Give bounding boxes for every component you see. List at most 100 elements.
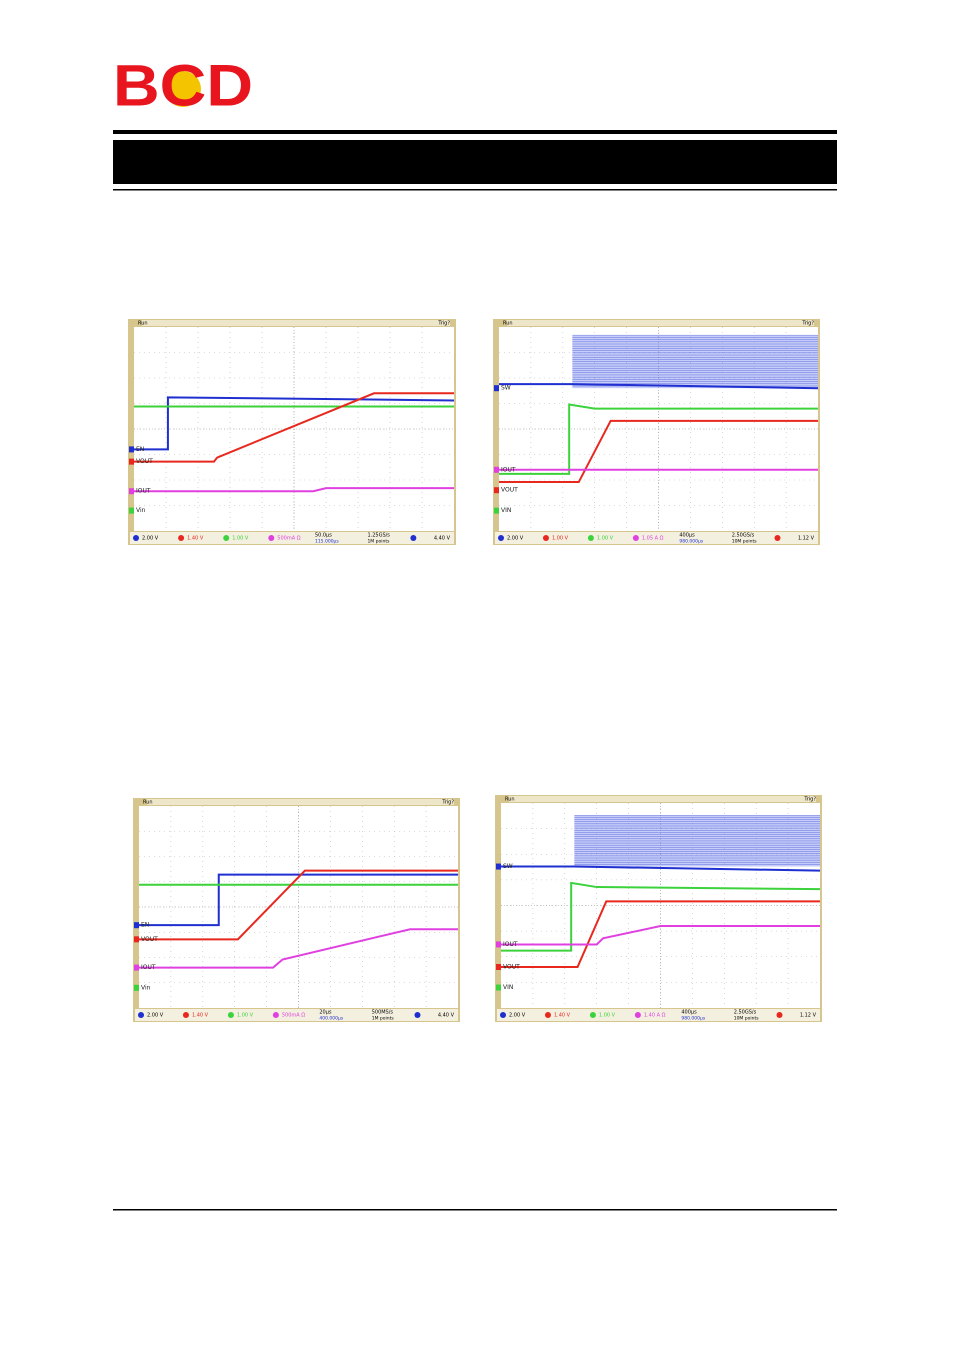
- channel-badge: [500, 1012, 506, 1018]
- waveform: [501, 881, 821, 952]
- delay: 980.000µs: [681, 1016, 705, 1022]
- channel-badge: [272, 1012, 279, 1018]
- channel-badge: [133, 535, 139, 541]
- waveform: [499, 403, 818, 475]
- record-length: 10M points: [732, 539, 758, 545]
- channel-setting: 500mA Ω: [277, 536, 300, 542]
- channel-badge: [544, 1012, 551, 1018]
- trigger-level: 4.40 V: [434, 536, 451, 542]
- delay: 115.000µs: [315, 539, 339, 545]
- scope-status: Run: [503, 321, 513, 327]
- channel-badge: [223, 535, 230, 541]
- channel-marker: [129, 507, 134, 514]
- sample-rate: 2.50GS/s: [732, 533, 755, 539]
- channel-setting: 1.05 A Ω: [642, 536, 664, 542]
- waveform: [499, 383, 819, 390]
- channel-label: EN: [141, 922, 149, 929]
- scope-status-bar: [135, 1009, 458, 1021]
- channel-setting: 1.00 V: [599, 1013, 616, 1019]
- channel-label: VOUT: [503, 964, 520, 971]
- trigger-badge: [776, 1012, 783, 1018]
- channel-badge: [498, 535, 504, 541]
- delay: 980.000µs: [679, 539, 703, 545]
- channel-label: IOUT: [501, 466, 516, 473]
- channel-label: VOUT: [501, 487, 518, 494]
- timebase: 400µs: [681, 1010, 697, 1016]
- channel-setting: 1.00 V: [552, 536, 569, 542]
- channel-marker: [496, 984, 501, 991]
- scope-top-bar: [507, 320, 814, 326]
- channel-badge: [227, 1012, 234, 1018]
- channel-badge: [632, 535, 639, 541]
- channel-badge: [587, 535, 594, 541]
- channel-setting: 2.00 V: [507, 536, 524, 542]
- header-bar: [113, 140, 837, 184]
- scope-trigger-state: Trig?: [803, 797, 816, 803]
- channel-setting: 2.00 V: [147, 1013, 164, 1019]
- channel-marker: [494, 385, 499, 392]
- logo-text: BCD: [113, 53, 253, 118]
- channel-setting: 1.40 V: [192, 1013, 209, 1019]
- channel-marker: [134, 964, 139, 971]
- timebase: 20µs: [319, 1010, 332, 1016]
- scope-status: Run: [138, 321, 148, 327]
- channel-marker: [129, 488, 134, 495]
- channel-label: VOUT: [136, 458, 153, 465]
- record-length: 10M points: [734, 1016, 760, 1022]
- waveform: [139, 869, 458, 941]
- channel-setting: 1.00 V: [232, 536, 249, 542]
- waveform: [501, 925, 820, 946]
- record-length: 1M points: [372, 1016, 395, 1022]
- channel-label: EN: [136, 446, 144, 453]
- trigger-badge: [410, 535, 417, 541]
- channel-label: IOUT: [136, 488, 151, 495]
- channel-setting: 1.40 A Ω: [644, 1013, 666, 1019]
- channel-marker: [134, 936, 139, 943]
- channel-marker: [494, 507, 499, 514]
- channel-label: IOUT: [141, 964, 156, 971]
- scope-status: Run: [505, 797, 515, 803]
- channel-setting: 500mA Ω: [282, 1013, 305, 1019]
- channel-setting: 2.00 V: [142, 536, 159, 542]
- waveform: [501, 900, 820, 968]
- scope-top-bar: [509, 796, 816, 802]
- channel-label: VIN: [501, 507, 511, 514]
- trigger-level: 1.12 V: [798, 536, 815, 542]
- channel-label: Vin: [141, 984, 151, 991]
- channel-label: VOUT: [141, 936, 158, 943]
- oscilloscope-capture: Run Trig? SW IOUT VOUT VIN 2.00 V 1.40 V 1.00 V 1…: [495, 795, 822, 1022]
- waveform: [501, 865, 821, 872]
- header-rule-thin: [113, 189, 837, 191]
- channel-badge: [182, 1012, 189, 1018]
- channel-label: VIN: [503, 984, 513, 991]
- channel-badge: [138, 1012, 144, 1018]
- channel-setting: 1.00 V: [237, 1013, 254, 1019]
- record-length: 1M points: [367, 539, 390, 545]
- channel-setting: 1.40 V: [554, 1013, 571, 1019]
- oscilloscope-capture: Run Trig? EN VOUT IOUT Vin 2.00 V 1.40 V 1.00 V 5…: [133, 798, 460, 1022]
- scope-trigger-state: Trig?: [441, 800, 454, 806]
- trigger-level: 1.12 V: [800, 1013, 817, 1019]
- channel-marker: [129, 458, 134, 465]
- sample-rate: 2.50GS/s: [734, 1010, 757, 1016]
- channel-marker: [496, 941, 501, 948]
- channel-label: SW: [503, 863, 513, 870]
- channel-badge: [542, 535, 549, 541]
- scope-status: Run: [143, 800, 153, 806]
- channel-marker: [496, 863, 501, 870]
- header-rule: [113, 130, 837, 134]
- channel-setting: 1.00 V: [597, 536, 614, 542]
- channel-label: SW: [501, 385, 511, 392]
- scope-trigger-state: Trig?: [437, 321, 450, 327]
- waveform: [499, 419, 818, 484]
- channel-badge: [268, 535, 275, 541]
- scope-top-bar: [142, 320, 450, 326]
- channel-label: IOUT: [503, 941, 518, 948]
- channel-label: Vin: [136, 507, 146, 514]
- oscilloscope-capture: Run Trig? EN VOUT IOUT Vin 2.00 V 1.40 V 1.00 V 5…: [128, 319, 456, 545]
- channel-marker: [134, 984, 139, 991]
- channel-marker: [494, 487, 499, 494]
- oscilloscope-capture: Run Trig? SW IOUT VOUT VIN 2.00 V 1.00 V 1.00 V 1…: [493, 319, 820, 545]
